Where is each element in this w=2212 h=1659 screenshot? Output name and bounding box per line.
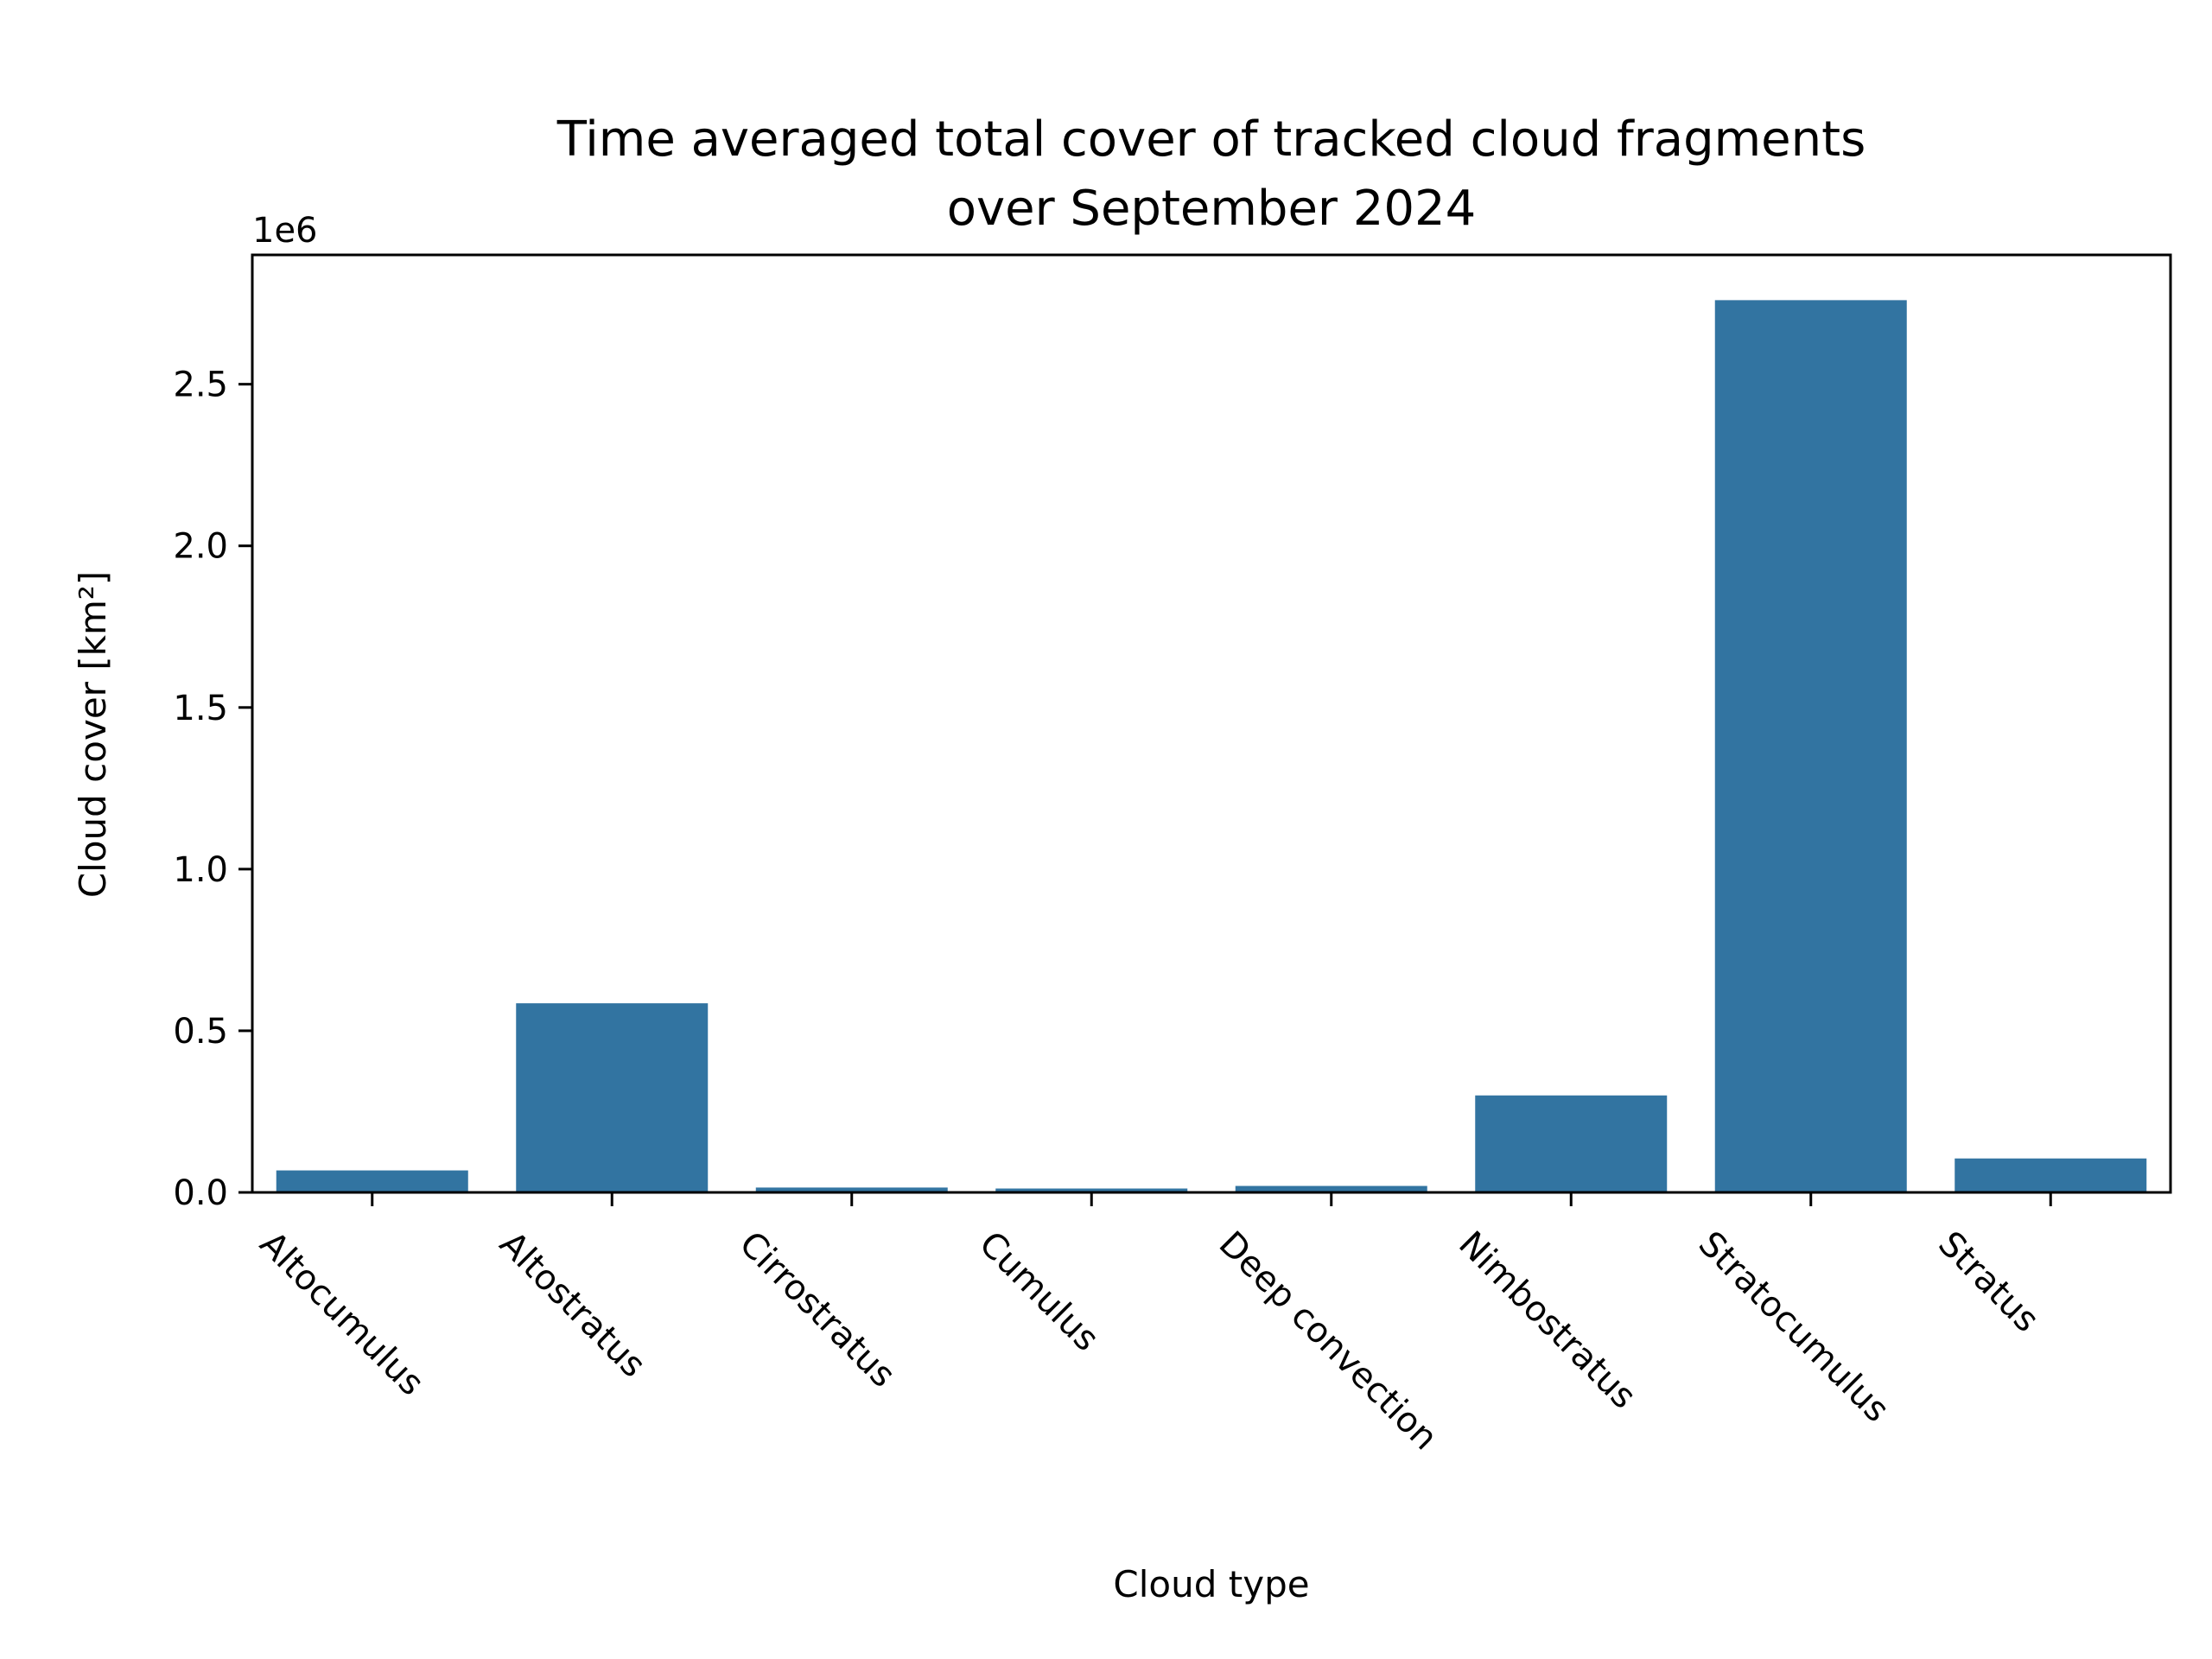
x-tick-label: Altostratus bbox=[492, 1224, 653, 1386]
y-tick-label: 1.5 bbox=[173, 689, 228, 728]
bar-stratus bbox=[1955, 1158, 2147, 1192]
bar-altostratus bbox=[516, 1003, 709, 1192]
x-tick-label: Altocumulus bbox=[252, 1224, 432, 1404]
plot-frame bbox=[251, 253, 2172, 1194]
bar-altocumulus bbox=[276, 1170, 468, 1192]
bars bbox=[276, 300, 2147, 1193]
y-axis-label: Cloud cover [km²] bbox=[72, 571, 114, 898]
bar-deep-convection bbox=[1235, 1185, 1427, 1192]
x-tick-label: Cumulus bbox=[971, 1224, 1106, 1359]
x-tick-label: Cirrostratus bbox=[732, 1224, 903, 1395]
x-axis-ticks: Altocumulus Altostratus Cirrostratus Cumulu… bbox=[252, 1192, 2052, 1459]
x-tick-label: Stratocumulus bbox=[1691, 1224, 1897, 1430]
bar-cumulus bbox=[995, 1188, 1188, 1192]
x-tick-label: Nimbostratus bbox=[1451, 1224, 1643, 1417]
y-axis-offset-label: 1e6 bbox=[252, 211, 318, 251]
x-tick-label: Stratus bbox=[1930, 1224, 2046, 1340]
y-tick-label: 1.0 bbox=[173, 850, 228, 890]
chart-title-line2: over September 2024 bbox=[947, 181, 1477, 237]
y-tick-label: 2.5 bbox=[173, 365, 228, 405]
y-tick-label: 0.5 bbox=[173, 1012, 228, 1052]
y-tick-label: 0.0 bbox=[173, 1173, 228, 1213]
bar-nimbostratus bbox=[1475, 1095, 1668, 1192]
y-axis-ticks: 0.0 0.5 1.0 1.5 2.0 2.5 bbox=[173, 365, 252, 1213]
y-tick-label: 2.0 bbox=[173, 527, 228, 567]
bar-cirrostratus bbox=[755, 1187, 948, 1192]
x-tick-label: Deep convection bbox=[1211, 1224, 1446, 1459]
bar-stratocumulus bbox=[1714, 300, 1907, 1193]
chart-title-line1: Time averaged total cover of tracked clo… bbox=[556, 111, 1866, 168]
x-axis-label: Cloud type bbox=[1113, 1563, 1309, 1605]
